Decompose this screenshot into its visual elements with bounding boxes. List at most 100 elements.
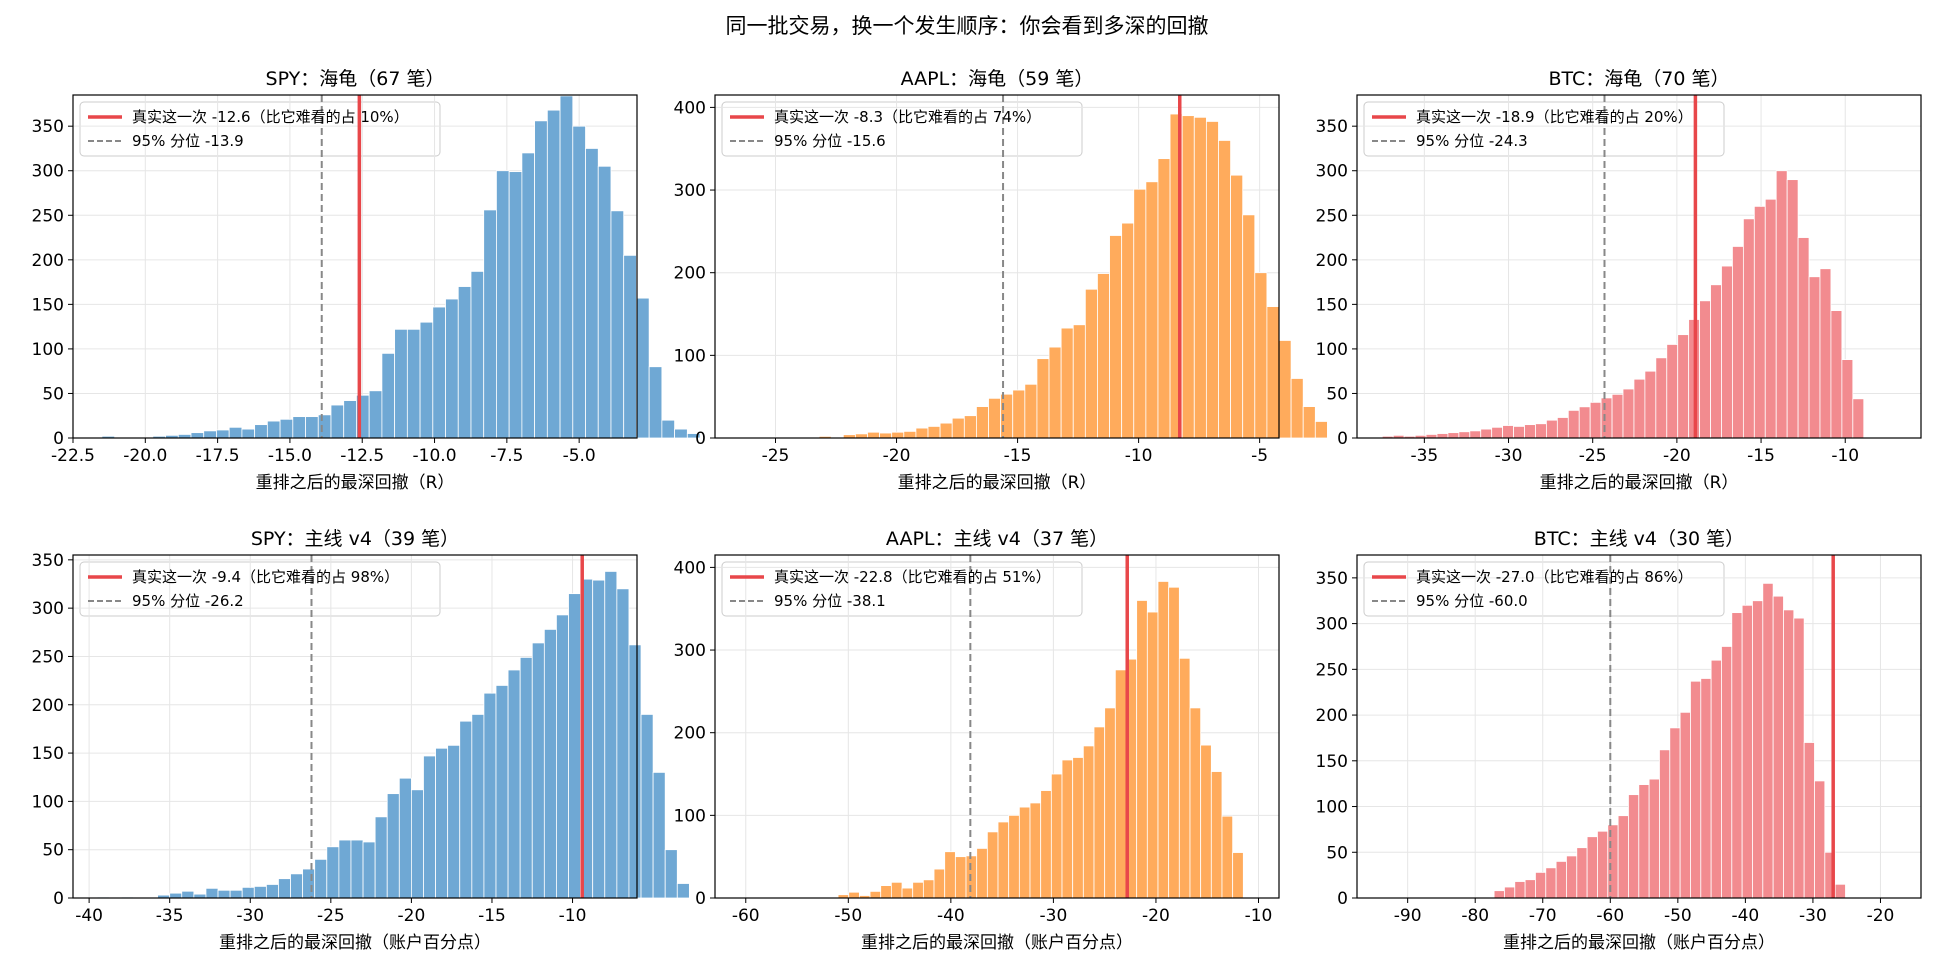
histogram-bar bbox=[986, 831, 999, 899]
x-tick-label: -20 bbox=[398, 906, 426, 926]
histogram-bar bbox=[1136, 600, 1148, 899]
legend-pct95-label: 95% 分位 -15.6 bbox=[774, 132, 886, 150]
x-tick-label: -5 bbox=[1251, 446, 1268, 466]
histogram-bar bbox=[1221, 815, 1234, 899]
histogram-bar bbox=[254, 424, 268, 439]
histogram-bar bbox=[1514, 881, 1526, 899]
y-tick-label: 250 bbox=[1316, 206, 1348, 226]
histogram-bar bbox=[1447, 432, 1460, 439]
y-tick-label: 300 bbox=[674, 181, 706, 201]
legend-actual-label: 真实这一次 -22.8（比它难看的占 51%） bbox=[774, 568, 1051, 586]
x-tick-label: -25 bbox=[762, 446, 790, 466]
histogram-bar bbox=[1050, 773, 1063, 899]
subplot-0: SPY：海龟（67 笔） 重排之后的最深回撤（R） -22.5 -20.0 -17.5 -… bbox=[32, 68, 701, 493]
x-tick-label: -30 bbox=[236, 906, 264, 926]
subplot-5: BTC：主线 v4（30 笔） 重排之后的最深回撤（账户百分点） -90 -80 -70… bbox=[1316, 528, 1922, 953]
histogram-bar bbox=[362, 841, 376, 899]
histogram-bar bbox=[623, 254, 637, 439]
histogram-bar bbox=[241, 428, 256, 439]
histogram-bar bbox=[636, 297, 650, 439]
histogram-bar bbox=[1710, 284, 1722, 439]
legend-pct95-label: 95% 分位 -38.1 bbox=[774, 592, 886, 610]
histogram-bar bbox=[1114, 669, 1127, 899]
histogram-bar bbox=[1814, 780, 1826, 899]
histogram-bar bbox=[1772, 595, 1784, 899]
histogram-bar bbox=[976, 848, 988, 899]
histogram-bar bbox=[546, 109, 561, 439]
histogram-bar bbox=[381, 352, 396, 439]
x-axis-label: 重排之后的最深回撤（账户百分点） bbox=[219, 933, 491, 953]
y-tick-label: 200 bbox=[32, 696, 64, 716]
histogram-bar bbox=[305, 416, 319, 439]
histogram-bar bbox=[1189, 707, 1202, 899]
x-axis-label: 重排之后的最深回撤（账户百分点） bbox=[861, 933, 1133, 953]
histogram-bar bbox=[302, 868, 316, 899]
y-tick-label: 300 bbox=[32, 162, 64, 182]
histogram-bar bbox=[890, 881, 903, 899]
histogram-bar bbox=[988, 397, 1002, 439]
histogram-bar bbox=[640, 714, 654, 899]
legend-box bbox=[79, 101, 441, 157]
y-tick-label: 100 bbox=[674, 346, 706, 366]
x-axis-label: 重排之后的最深回撤（R） bbox=[256, 473, 455, 493]
histogram-bar bbox=[1314, 421, 1328, 439]
histogram-bar bbox=[1145, 181, 1159, 439]
histogram-bar bbox=[1200, 744, 1212, 899]
histogram-bar bbox=[1480, 428, 1493, 439]
x-tick-label: -12.5 bbox=[340, 446, 384, 466]
axes-frame bbox=[1356, 94, 1922, 439]
histogram-bar bbox=[922, 879, 935, 899]
histogram-bar bbox=[1232, 852, 1244, 899]
histogram-bar bbox=[652, 771, 666, 899]
histogram-bar bbox=[1677, 334, 1690, 439]
histogram-bar bbox=[1666, 344, 1679, 439]
x-tick-label: -10 bbox=[1125, 446, 1153, 466]
y-tick-label: 200 bbox=[32, 251, 64, 271]
histogram-bar bbox=[1648, 778, 1660, 899]
histogram-bar bbox=[1589, 401, 1602, 439]
y-tick-label: 50 bbox=[1326, 843, 1348, 863]
histogram-bar bbox=[531, 642, 545, 899]
y-tick-label: 350 bbox=[32, 117, 64, 137]
y-tick-label: 300 bbox=[1316, 162, 1348, 182]
histogram-bar bbox=[1097, 273, 1110, 439]
histogram-bar bbox=[1493, 890, 1505, 899]
y-tick-label: 100 bbox=[1316, 798, 1348, 818]
histogram-bar bbox=[543, 628, 557, 899]
y-tick-label: 0 bbox=[1337, 429, 1348, 449]
y-tick-label: 350 bbox=[1316, 117, 1348, 137]
histogram-bar bbox=[1018, 806, 1031, 899]
x-tick-label: -35 bbox=[1410, 446, 1438, 466]
histogram-bar bbox=[664, 849, 678, 899]
y-tick-label: 100 bbox=[1316, 340, 1348, 360]
histogram-bar bbox=[880, 885, 892, 899]
histogram-bar bbox=[508, 171, 523, 439]
histogram-bar bbox=[447, 744, 461, 899]
y-tick-label: 400 bbox=[674, 98, 706, 118]
histogram-bar bbox=[903, 430, 917, 439]
histogram-bar bbox=[1555, 861, 1567, 899]
histogram-bar bbox=[1659, 749, 1671, 899]
x-tick-label: -7.5 bbox=[490, 446, 523, 466]
x-tick-label: -20 bbox=[1867, 906, 1895, 926]
legend-actual-label: 真实这一次 -18.9（比它难看的占 20%） bbox=[1416, 108, 1693, 126]
histogram-bar bbox=[1819, 268, 1832, 439]
y-tick-label: 100 bbox=[32, 340, 64, 360]
histogram-bar bbox=[1266, 306, 1280, 439]
x-tick-label: -20 bbox=[1663, 446, 1691, 466]
histogram-bar bbox=[253, 886, 267, 899]
histogram-bar bbox=[432, 306, 446, 439]
histogram-bar bbox=[1029, 802, 1042, 899]
histogram-bar bbox=[1048, 346, 1062, 439]
histogram-bar bbox=[1775, 170, 1788, 439]
histogram-bar bbox=[290, 873, 304, 899]
x-tick-label: -20 bbox=[883, 446, 911, 466]
histogram-bar bbox=[686, 433, 701, 439]
y-tick-label: 50 bbox=[42, 841, 64, 861]
histogram-bar bbox=[326, 846, 340, 899]
y-tick-label: 250 bbox=[32, 647, 64, 667]
legend-pct95-label: 95% 分位 -60.0 bbox=[1416, 592, 1528, 610]
y-tick-label: 250 bbox=[32, 206, 64, 226]
histogram-bar bbox=[676, 883, 690, 899]
histogram-bar bbox=[1567, 409, 1580, 439]
